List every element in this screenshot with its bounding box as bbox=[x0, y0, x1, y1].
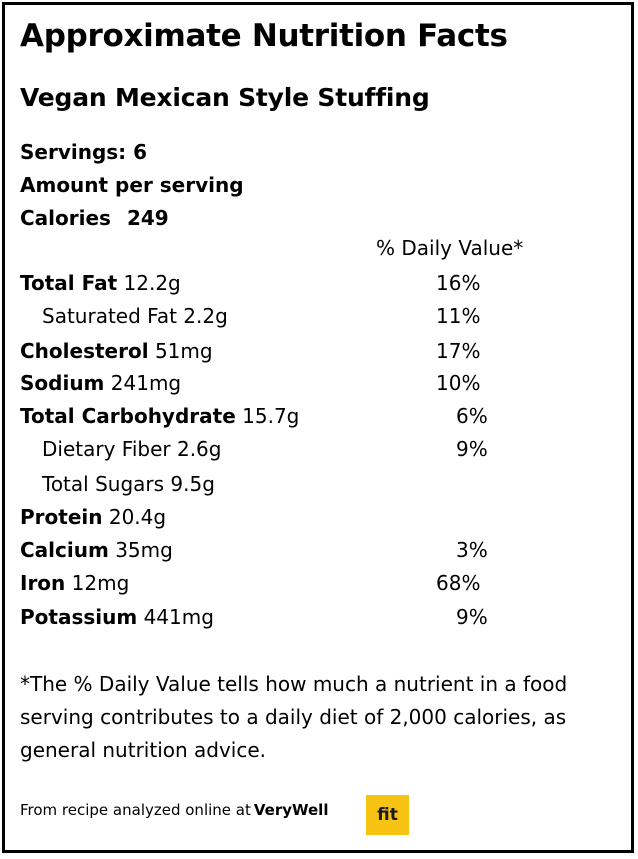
nutrient-row-calcium: Calcium 35mg 3% bbox=[20, 538, 580, 566]
nutrient-row-sodium: Sodium 241mg 10% bbox=[20, 371, 580, 399]
nutrient-amount: 241mg bbox=[110, 371, 182, 395]
nutrient-row-total-fat: Total Fat 12.2g 16% bbox=[20, 271, 580, 299]
source-text: From recipe analyzed online at bbox=[20, 801, 251, 819]
nutrient-row-dietary-fiber: Dietary Fiber 2.6g 9% bbox=[20, 437, 580, 465]
logo-text: fit bbox=[377, 805, 398, 825]
nutrient-daily-value: 68% bbox=[436, 571, 481, 595]
label-title: Approximate Nutrition Facts bbox=[20, 18, 508, 54]
nutrient-name: Total Sugars bbox=[42, 472, 165, 496]
recipe-name: Vegan Mexican Style Stuffing bbox=[20, 83, 430, 112]
nutrient-row-total-carbohydrate: Total Carbohydrate 15.7g 6% bbox=[20, 404, 580, 432]
nutrient-amount: 35mg bbox=[115, 538, 173, 562]
nutrient-daily-value: 9% bbox=[456, 605, 488, 629]
nutrient-row-iron: Iron 12mg 68% bbox=[20, 571, 580, 599]
nutrient-name: Saturated Fat bbox=[42, 304, 177, 328]
calories-value: 249 bbox=[126, 206, 169, 230]
verywell-fit-logo: fit bbox=[366, 795, 409, 835]
nutrient-name: Calcium bbox=[20, 538, 109, 562]
daily-value-header: % Daily Value* bbox=[376, 236, 524, 260]
nutrient-amount: 9.5g bbox=[170, 472, 215, 496]
nutrient-row-cholesterol: Cholesterol 51mg 17% bbox=[20, 339, 580, 367]
nutrient-name: Iron bbox=[20, 571, 66, 595]
amount-per-serving: Amount per serving bbox=[20, 173, 244, 197]
nutrient-amount: 15.7g bbox=[242, 404, 300, 428]
nutrient-daily-value: 10% bbox=[436, 371, 481, 395]
nutrient-daily-value: 9% bbox=[456, 437, 488, 461]
nutrient-name: Total Carbohydrate bbox=[20, 404, 236, 428]
source-brand: VeryWell bbox=[253, 801, 329, 819]
nutrient-daily-value: 17% bbox=[436, 339, 481, 363]
servings: Servings: 6 bbox=[20, 140, 148, 164]
nutrient-amount: 2.2g bbox=[183, 304, 228, 328]
nutrient-amount: 2.6g bbox=[176, 437, 222, 461]
nutrient-daily-value: 11% bbox=[436, 304, 481, 328]
nutrient-name: Total Fat bbox=[20, 271, 118, 295]
nutrient-name: Cholesterol bbox=[20, 339, 149, 363]
nutrient-name: Protein bbox=[20, 505, 103, 529]
nutrient-amount: 20.4g bbox=[108, 505, 167, 529]
calories-label: Calories bbox=[20, 206, 111, 230]
nutrient-amount: 12mg bbox=[71, 571, 130, 595]
nutrient-row-saturated-fat: Saturated Fat 2.2g 11% bbox=[20, 304, 580, 332]
nutrient-amount: 51mg bbox=[154, 339, 213, 363]
nutrient-daily-value: 3% bbox=[456, 538, 488, 562]
nutrient-amount: 441mg bbox=[143, 605, 214, 629]
nutrient-row-potassium: Potassium 441mg 9% bbox=[20, 605, 580, 633]
calories-line: Calories 249 bbox=[20, 206, 169, 230]
nutrient-row-total-sugars: Total Sugars 9.5g bbox=[20, 472, 580, 500]
daily-value-footnote: *The % Daily Value tells how much a nutr… bbox=[20, 672, 568, 762]
nutrient-daily-value: 16% bbox=[436, 271, 481, 295]
source-attribution: From recipe analyzed online at VeryWell bbox=[20, 801, 328, 819]
nutrient-row-protein: Protein 20.4g bbox=[20, 505, 580, 533]
nutrient-name: Potassium bbox=[20, 605, 138, 629]
nutrient-name: Dietary Fiber bbox=[42, 437, 171, 461]
nutrient-name: Sodium bbox=[20, 371, 105, 395]
nutrient-daily-value: 6% bbox=[456, 404, 488, 428]
nutrient-amount: 12.2g bbox=[123, 271, 181, 295]
